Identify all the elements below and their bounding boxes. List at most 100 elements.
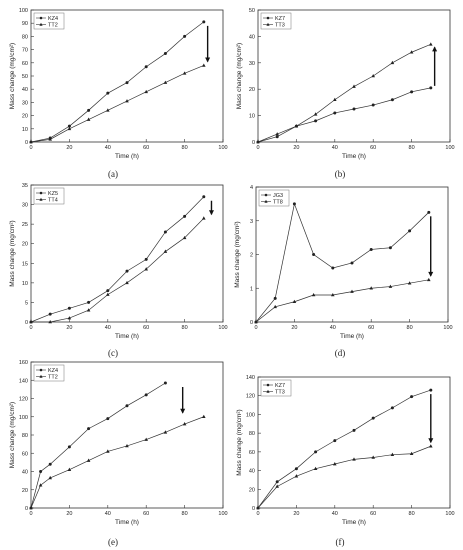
data-point-TT3: [256, 140, 260, 144]
data-point-TT3: [256, 506, 260, 510]
data-point-KZ7: [314, 450, 318, 454]
legend-marker-triangle: [266, 389, 270, 393]
legend-label: TT4: [48, 198, 58, 204]
data-point-TT3: [333, 462, 337, 466]
data-point-KZ7: [275, 480, 279, 484]
data-point-TT3: [294, 124, 299, 128]
panel-caption: (b): [335, 169, 346, 179]
data-point-KZ4: [39, 470, 43, 473]
data-point-TT8: [292, 299, 297, 304]
data-point-TT8: [331, 293, 335, 297]
y-tick-label: 100: [19, 415, 28, 421]
y-axis-label: Mass change (mg/cm²): [9, 220, 16, 286]
data-point-KZ7: [333, 439, 337, 443]
y-tick-label: 35: [22, 183, 28, 189]
data-point-KZ7: [410, 395, 414, 399]
data-point-KZ5: [125, 269, 129, 273]
x-tick-label: 20: [66, 511, 72, 517]
panel-caption: (a): [108, 169, 118, 179]
data-point-TT3: [371, 455, 375, 459]
y-tick-label: 10: [22, 127, 28, 133]
data-point-TT2: [144, 437, 148, 441]
chart-panel-6: 0 20 40 60 80 100 0 20 40 60 80 100 120 140 Time (h) Ma…: [236, 375, 455, 547]
panel-caption: (c): [108, 348, 118, 358]
legend-label: TT3: [275, 390, 285, 396]
data-point-TT2: [125, 443, 129, 448]
y-axis-label: Mass change (mg/cm²): [9, 43, 16, 109]
y-tick-label: 30: [249, 61, 255, 67]
legend-marker-triangle: [39, 22, 43, 26]
y-tick-label: 90: [22, 21, 28, 27]
x-tick-label: 20: [293, 145, 299, 151]
y-tick-label: 3: [250, 219, 253, 225]
data-point-KZ7: [275, 135, 279, 139]
legend-label: TT8: [273, 200, 283, 206]
legend-label: TT3: [275, 23, 285, 29]
data-point-TT2: [38, 483, 43, 487]
legend-marker-circle: [39, 368, 43, 372]
data-point-TT3: [313, 466, 318, 470]
y-tick-label: 50: [249, 8, 255, 14]
data-point-KZ5: [163, 230, 167, 234]
y-tick-label: 20: [249, 87, 255, 93]
data-point-TT3: [275, 484, 279, 488]
y-tick-label: 25: [22, 222, 28, 228]
panel-caption: (f): [336, 537, 345, 547]
data-point-JG3: [369, 247, 373, 251]
data-point-TT3: [333, 97, 337, 102]
x-tick-label: 80: [407, 325, 413, 331]
y-tick-label: 30: [22, 203, 28, 209]
series-line-KZ5: [30, 196, 205, 323]
data-point-TT3: [390, 452, 395, 456]
data-point-TT8: [311, 293, 316, 297]
data-point-JG3: [350, 261, 354, 265]
legend-marker-triangle: [264, 199, 268, 203]
y-tick-label: 100: [246, 412, 255, 418]
y-tick-label: 20: [249, 487, 255, 493]
x-tick-label: 0: [254, 325, 257, 331]
y-tick-label: 2: [250, 253, 253, 259]
data-point-KZ4: [163, 381, 167, 385]
legend-marker-circle: [39, 191, 43, 195]
y-tick-label: 0: [252, 140, 255, 146]
data-point-JG3: [388, 246, 392, 250]
legend-label: TT2: [48, 375, 58, 381]
data-point-KZ5: [183, 214, 187, 218]
y-tick-label: 0: [25, 506, 28, 512]
data-point-TT4: [48, 320, 52, 324]
data-point-KZ7: [371, 103, 375, 107]
legend-label: KZ7: [275, 16, 285, 22]
y-tick-label: 1: [250, 286, 253, 292]
x-axis-label: Time (h): [340, 333, 364, 340]
data-point-KZ4: [144, 393, 148, 397]
data-point-KZ7: [333, 111, 337, 115]
data-point-TT8: [369, 286, 373, 290]
data-point-KZ4: [183, 34, 187, 38]
data-point-TT3: [409, 451, 414, 456]
y-tick-label: 5: [25, 300, 28, 306]
data-point-TT4: [182, 235, 187, 240]
data-point-KZ4: [106, 91, 110, 95]
data-point-TT2: [29, 506, 33, 510]
data-point-TT2: [106, 449, 110, 453]
y-tick-label: 40: [249, 469, 255, 475]
data-point-TT4: [106, 292, 110, 296]
data-point-KZ5: [87, 300, 91, 304]
panel-caption: (d): [335, 348, 346, 358]
data-point-KZ7: [390, 98, 394, 102]
data-point-KZ5: [48, 312, 52, 316]
series-line-TT8: [255, 279, 429, 323]
x-tick-label: 60: [143, 511, 149, 517]
x-tick-label: 80: [409, 511, 415, 517]
y-tick-label: 120: [19, 397, 28, 403]
data-point-KZ4: [106, 417, 110, 421]
legend-marker-triangle: [266, 22, 270, 26]
x-tick-label: 60: [370, 511, 376, 517]
x-tick-label: 40: [332, 511, 338, 517]
data-point-JG3: [427, 210, 431, 214]
x-tick-label: 80: [182, 145, 188, 151]
data-point-KZ5: [202, 195, 206, 199]
y-tick-label: 60: [22, 451, 28, 457]
